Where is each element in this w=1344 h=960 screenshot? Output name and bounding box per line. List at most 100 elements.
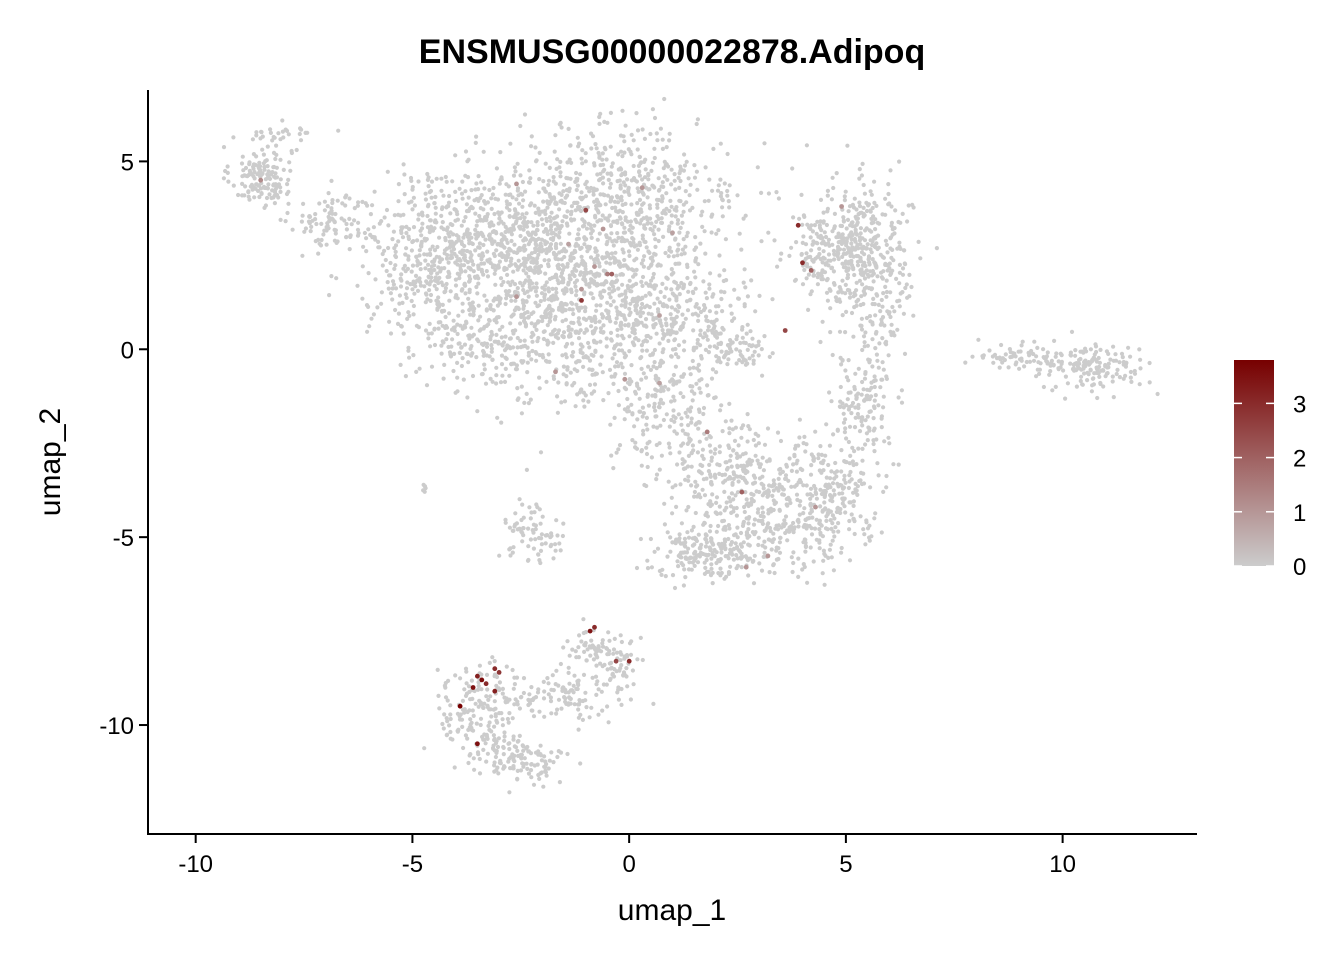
cell-point [898,291,903,296]
cell-point [660,194,665,199]
cell-point [322,199,327,204]
cell-point [690,398,695,403]
cell-point [652,224,657,229]
cell-point [716,341,721,346]
cell-point [685,262,690,267]
cell-point [259,191,264,196]
cell-point [539,532,545,537]
cell-point [542,258,547,263]
cell-point [477,213,482,219]
cell-point [521,515,526,520]
cell-point [712,451,717,456]
cell-point [1115,367,1120,372]
cell-point [327,293,332,298]
cell-point [790,569,795,575]
cell-point [713,395,718,400]
cell-point [575,200,580,205]
cell-point [278,189,283,194]
cell-point [452,251,457,256]
cell-point [500,691,505,696]
cell-point [475,291,480,296]
cell-point [839,550,844,555]
cell-point [1129,379,1134,384]
cell-point [649,168,654,173]
cell-point [622,263,627,268]
cell-point [475,234,480,239]
cell-point [557,165,562,170]
cell-point [631,274,636,279]
cell-point [640,202,645,207]
cell-point [787,253,792,258]
cell-point [854,393,859,398]
cell-point [880,254,885,259]
cell-point [1147,360,1152,366]
cell-point [658,289,663,295]
cell-point [628,241,633,246]
cell-point [448,703,453,708]
cell-point [694,421,699,426]
cell-point [833,525,838,530]
cell-point [503,334,508,339]
cell-point [775,430,781,435]
cell-point [648,536,654,542]
cell-point [635,383,640,388]
cell-point [614,273,619,278]
cell-point [549,210,554,215]
cell-point [872,398,877,403]
cell-point [846,439,852,445]
cell-point [889,255,894,260]
cell-point [542,297,547,302]
cell-point [587,270,592,275]
cell-point [695,366,700,371]
cell-point [669,316,674,321]
cell-point [767,570,772,575]
cell-point [404,246,409,251]
cell-point [743,451,748,456]
cell-point [522,280,527,285]
cell-point [551,556,556,561]
cell-point [668,312,673,317]
scatter-points [221,96,1160,795]
cell-point [645,566,651,571]
cell-point [457,341,462,346]
cell-point [259,129,264,134]
cell-point [451,247,457,252]
cell-point [809,289,814,294]
cell-point [720,429,725,434]
cell-point [655,263,660,268]
cell-point [851,267,856,272]
cell-point [735,525,740,530]
cell-point [817,546,822,551]
cell-point [585,244,591,249]
cell-point [792,454,797,459]
cell-point [537,212,542,217]
cell-point [419,239,424,244]
cell-point [608,261,613,266]
cell-point [582,330,587,335]
cell-point [762,141,767,146]
cell-point [725,151,730,157]
cell-point [700,453,705,458]
cell-point [515,161,520,166]
cell-point [845,287,851,293]
cell-point [779,251,784,256]
cell-point [444,281,449,287]
cell-point [1071,362,1076,367]
cell-point [714,510,719,515]
cell-point [652,146,657,151]
cell-point [610,289,615,294]
cell-point [666,387,671,392]
cell-point [734,513,740,518]
cell-point [468,276,473,282]
cell-point [820,571,825,576]
cell-point [742,302,747,307]
cell-point [420,221,425,226]
cell-point [640,274,646,280]
cell-point [811,559,816,564]
cell-point [262,205,267,210]
cell-point [375,305,380,310]
cell-point [521,227,526,232]
cell-point [584,179,589,184]
cell-point [1032,339,1037,344]
cell-point [677,305,682,310]
